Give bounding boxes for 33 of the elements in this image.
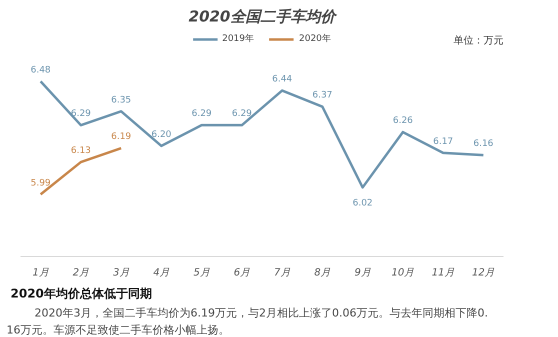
x-tick-label: 12月 [472,268,495,278]
text: 单位：万元 [454,34,504,46]
text: 2020年3月，全国二手车均价为6.19万元，与2月相比上涨了0.06万元。与去年同期相下降0.16万元。车源不足致使二手车价格小幅上扬。 [6,306,488,336]
data-label: 6.02 [352,198,373,208]
data-label: 6.35 [111,95,132,106]
x-tick-label: 3月 [112,268,130,278]
data-label: 6.29 [192,109,212,120]
data-label: 6.29 [232,109,252,120]
data-label: 6.13 [70,146,91,156]
chart-title: 2020全国二手车均价 [188,8,338,26]
x-tick-label: 1月 [32,268,49,278]
data-label: 5.99 [30,178,51,188]
x-tick-label: 10月 [392,268,414,278]
data-label: 6.20 [151,130,172,140]
x-tick-label: 4月 [153,268,170,278]
text: 2020年均价总体低于同期 [10,286,152,300]
x-tick-label: 7月 [274,268,290,278]
data-label: 6.37 [312,90,332,101]
data-label: 6.26 [392,116,414,126]
legend-label: 2020年 [299,32,331,45]
data-label: 6.29 [70,109,92,120]
legend-label: 2019年 [222,32,254,45]
x-tick-label: 11月 [432,268,454,278]
x-tick-label: 8月 [314,268,331,278]
data-label: 6.44 [272,74,292,85]
data-label: 6.19 [111,132,132,142]
x-tick-label: 5月 [193,268,210,278]
data-label: 6.16 [473,139,494,150]
x-tick-label: 2月 [72,268,90,278]
x-tick-label: 6月 [234,268,250,278]
x-tick-label: 9月 [354,268,371,278]
data-label: 6.17 [433,136,454,147]
data-label: 6.48 [30,65,51,76]
